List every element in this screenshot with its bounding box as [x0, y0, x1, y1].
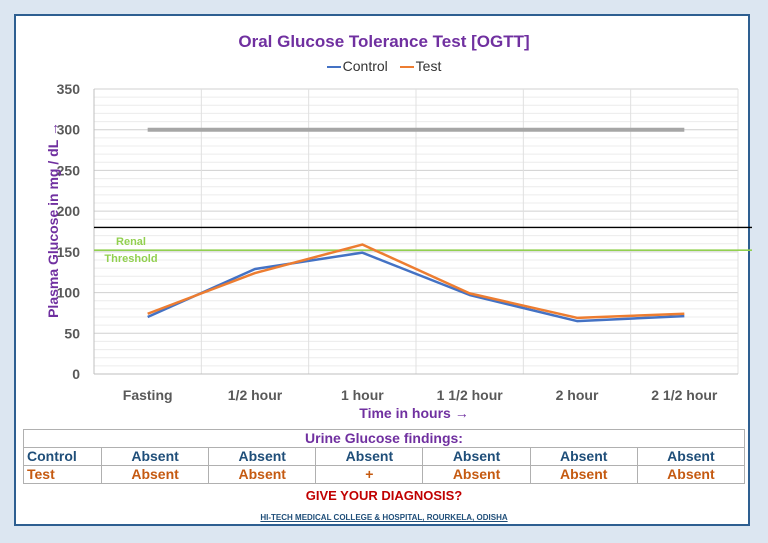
urine-cell-control: Absent: [636, 447, 746, 466]
y-tick-label: 0: [72, 366, 80, 382]
y-tick-label: 200: [57, 203, 81, 219]
y-tick-label: 50: [64, 325, 80, 341]
legend: Control Test: [16, 58, 752, 74]
chart-title: Oral Glucose Tolerance Test [OGTT]: [238, 32, 530, 51]
urine-cell-control: Absent: [422, 447, 531, 466]
x-tick-label: 2 1/2 hour: [651, 387, 718, 403]
chart-frame: Oral Glucose Tolerance Test [OGTT] Contr…: [14, 14, 752, 526]
renal-threshold-label: Renal: [116, 236, 146, 248]
y-tick-label: 150: [57, 244, 81, 260]
urine-row-test: Test Absent Absent + Absent Absent Absen…: [23, 465, 746, 484]
renal-threshold-label: Threshold: [104, 253, 157, 265]
urine-cell-test: Absent: [100, 465, 210, 484]
legend-label-control: Control: [342, 58, 388, 74]
urine-cell-control: Absent: [315, 447, 424, 466]
urine-table: Urine Glucose findings: Control Absent A…: [23, 429, 746, 484]
x-tick-label: 2 hour: [556, 387, 599, 403]
legend-swatch-control: [326, 66, 341, 69]
y-tick-label: 350: [57, 81, 81, 97]
x-tick-label: 1 1/2 hour: [437, 387, 504, 403]
urine-cell-test: Absent: [529, 465, 638, 484]
urine-cell-test: Absent: [208, 465, 317, 484]
x-axis-label: Time in hours →: [359, 405, 469, 421]
urine-cell-control: Absent: [100, 447, 210, 466]
urine-cell-test: Absent: [636, 465, 746, 484]
urine-table-title: Urine Glucose findings:: [23, 429, 745, 448]
legend-item-control: Control: [326, 58, 388, 74]
urine-cell-control: Absent: [529, 447, 638, 466]
y-tick-label: 100: [57, 285, 81, 301]
x-tick-label: 1 hour: [341, 387, 384, 403]
urine-cell-test: Absent: [422, 465, 531, 484]
y-tick-label: 250: [57, 162, 81, 178]
urine-row-label-control: Control: [23, 447, 102, 466]
series-line-test: [147, 243, 685, 320]
x-tick-label: Fasting: [123, 387, 173, 403]
series-line-control: [147, 251, 685, 323]
legend-swatch-test: [399, 66, 414, 69]
plot-area: 0 50 100 150 200 250 300 350 Fasting 1/2 hour 1 ho…: [57, 81, 752, 403]
x-tick-label: 1/2 hour: [228, 387, 283, 403]
y-axis-label: Plasma Glucose in mg / dL →: [45, 122, 61, 318]
footer-institution: HI-TECH MEDICAL COLLEGE & HOSPITAL, ROUR…: [260, 513, 508, 522]
urine-cell-control: Absent: [208, 447, 317, 466]
legend-label-test: Test: [415, 58, 442, 74]
legend-item-test: Test: [399, 58, 442, 74]
urine-cell-test: +: [315, 465, 424, 484]
diagnosis-prompt: GIVE YOUR DIAGNOSIS?: [305, 488, 463, 503]
y-tick-label: 300: [57, 122, 81, 138]
urine-row-control: Control Absent Absent Absent Absent Abse…: [23, 447, 746, 466]
urine-row-label-test: Test: [23, 465, 102, 484]
